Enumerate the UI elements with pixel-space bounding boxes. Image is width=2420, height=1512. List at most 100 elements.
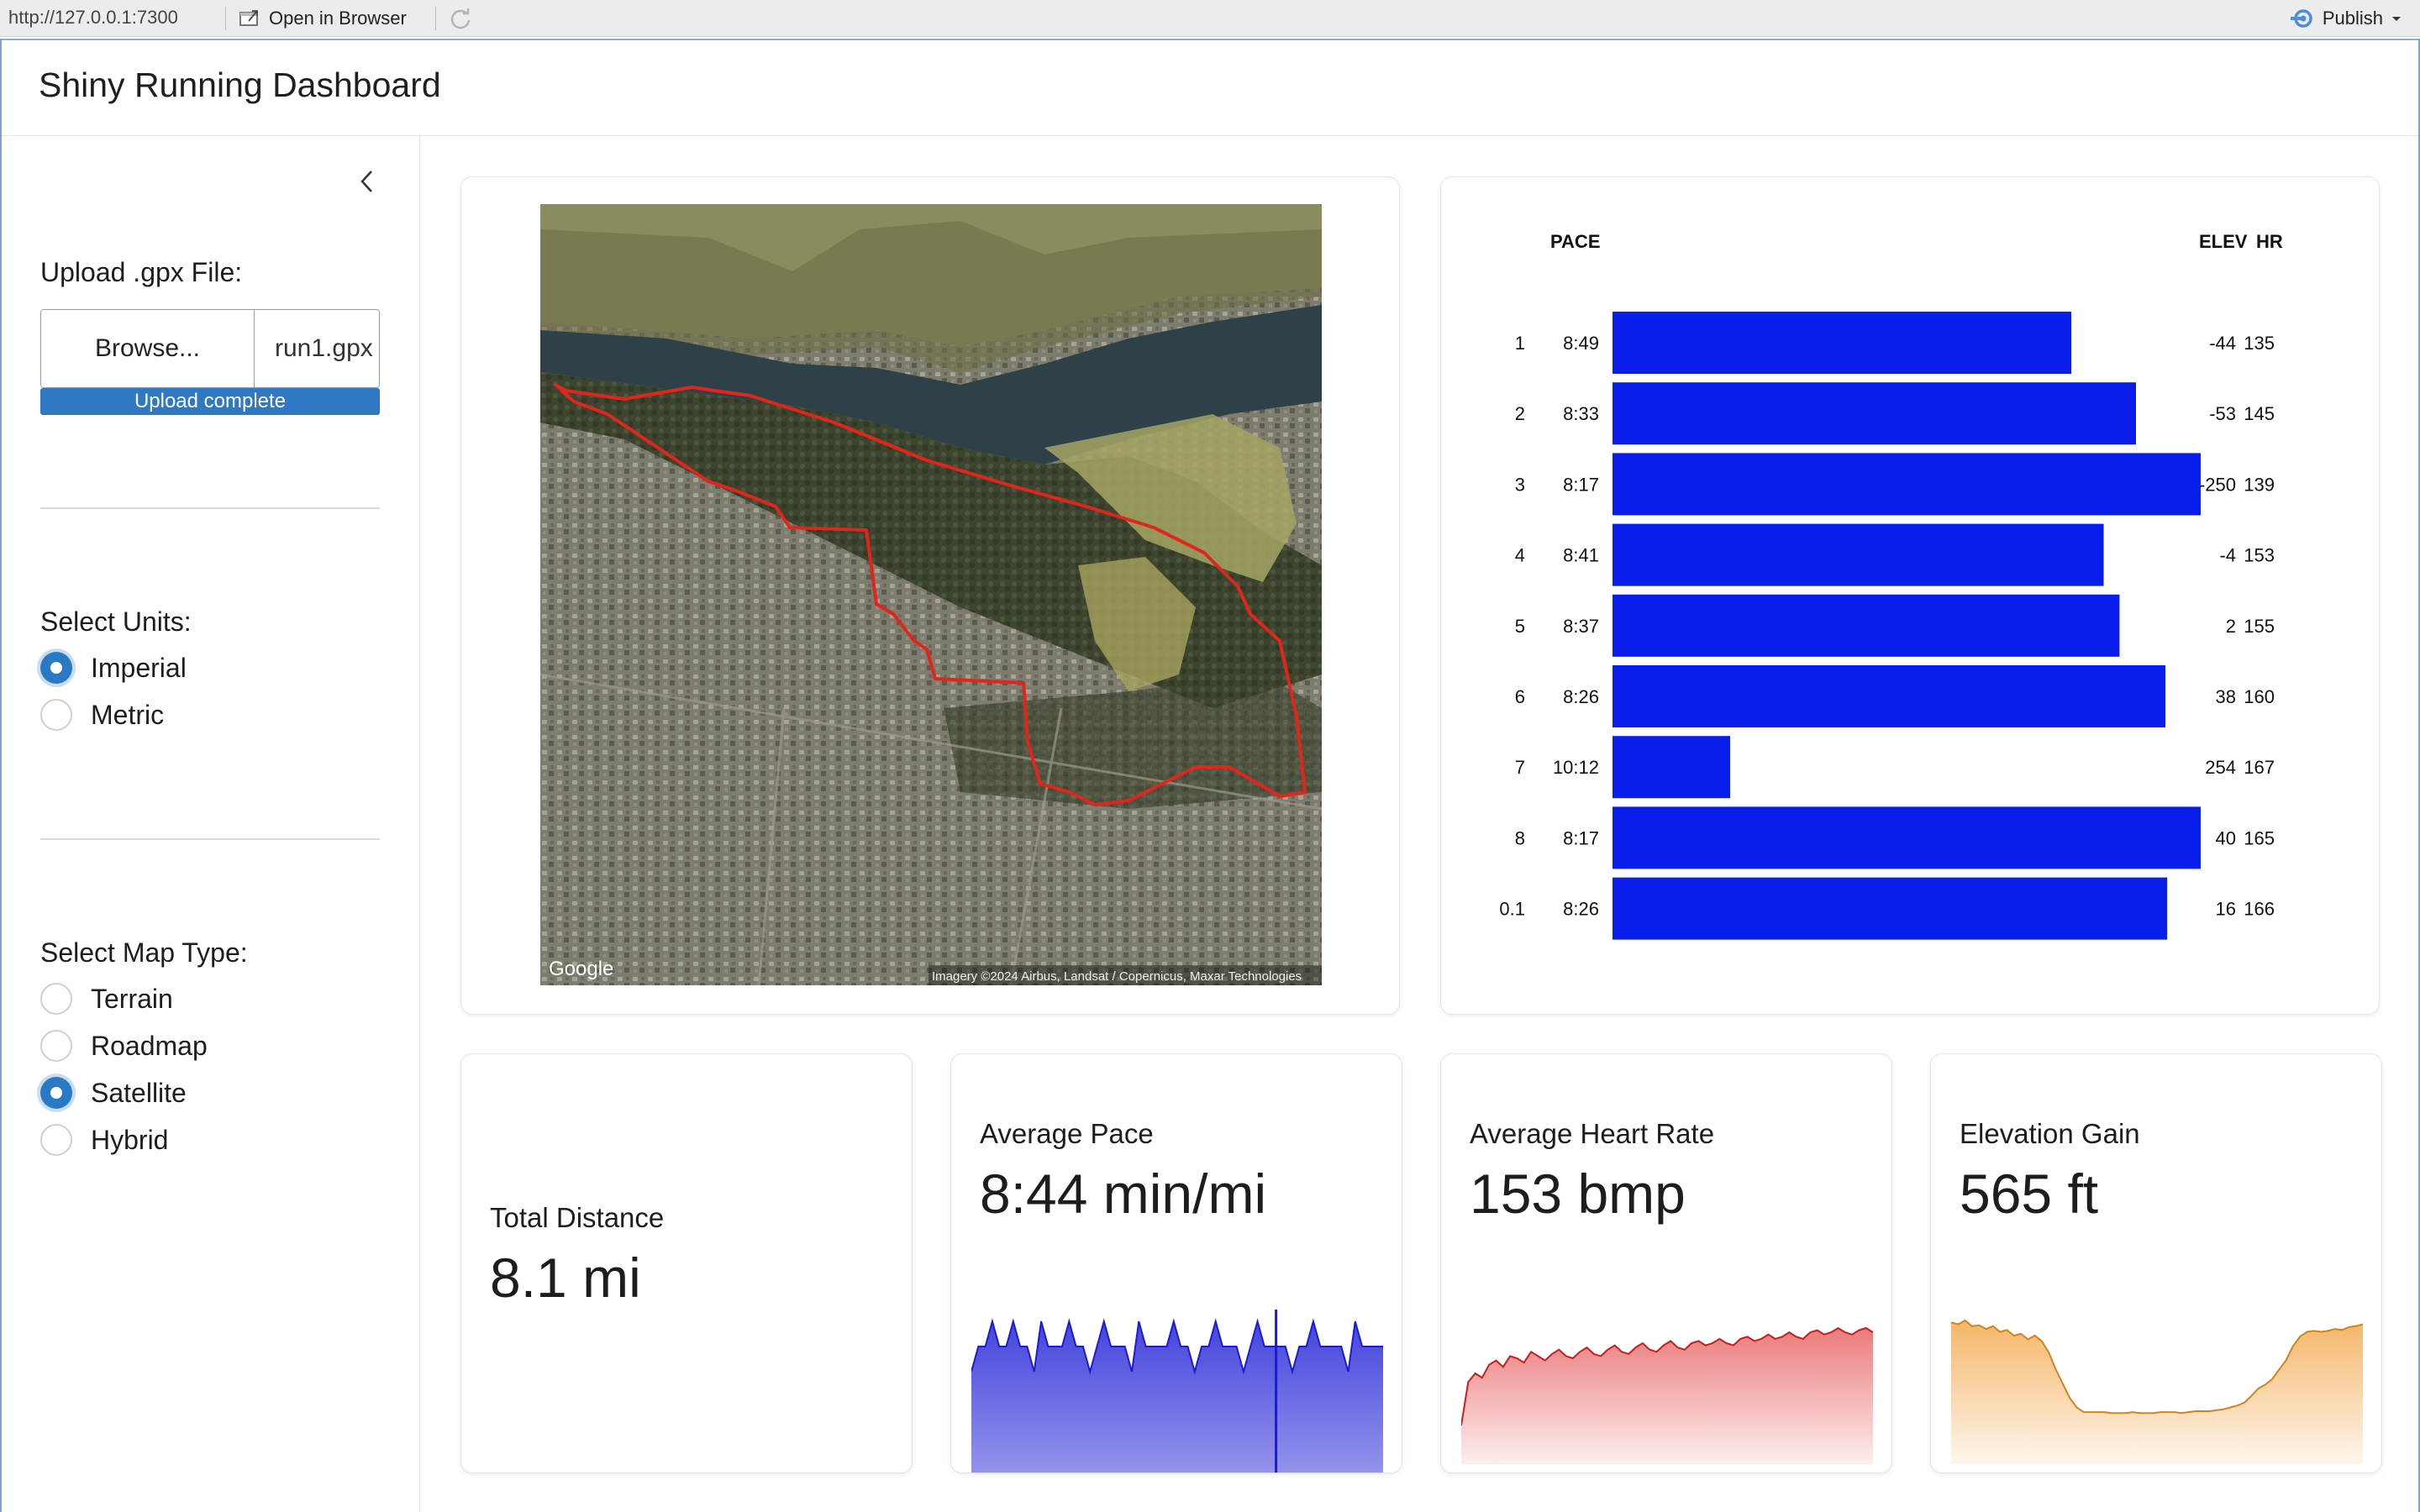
- radio-button[interactable]: [40, 699, 72, 731]
- split-elev-label: 254: [2205, 757, 2236, 778]
- satellite-map[interactable]: Google Imagery ©2024 Airbus, Landsat / C…: [540, 204, 1322, 985]
- split-bar: [1612, 806, 2201, 869]
- toolbar-divider: [435, 7, 436, 30]
- pace-sparkline: [971, 1310, 1383, 1473]
- split-bar: [1612, 382, 2136, 445]
- radio-label: Satellite: [91, 1077, 187, 1108]
- open-in-browser-button[interactable]: Open in Browser: [239, 5, 407, 32]
- file-name-field[interactable]: run1.gpx: [275, 334, 373, 362]
- publish-icon: [2290, 9, 2312, 28]
- split-hr-label: 155: [2244, 616, 2275, 637]
- split-hr-label: 139: [2244, 474, 2275, 495]
- stat-label: Elevation Gain: [1960, 1118, 2140, 1149]
- split-mile-label: 4: [1515, 545, 1525, 566]
- splits-chart-card: PACE ELEV HR 1 8:49 -44 135 2 8:33 -53 145 3 8:17…: [1440, 176, 2380, 1015]
- map-type-label: Select Map Type:: [40, 937, 248, 968]
- split-pace-label: 8:26: [1563, 899, 1599, 920]
- radio-imperial[interactable]: Imperial: [40, 652, 187, 684]
- browse-button[interactable]: Browse...: [41, 310, 255, 387]
- refresh-icon[interactable]: [447, 5, 474, 32]
- radio-terrain[interactable]: Terrain: [40, 983, 173, 1015]
- radio-satellite[interactable]: Satellite: [40, 1077, 187, 1109]
- upload-progress-text: Upload complete: [134, 390, 287, 412]
- stat-value: 565 ft: [1960, 1163, 2099, 1225]
- elevation-gain-card: Elevation Gain 565 ft: [1930, 1053, 2382, 1473]
- divider: [40, 838, 380, 840]
- file-input[interactable]: Browse... run1.gpx: [40, 309, 380, 388]
- split-pace-label: 10:12: [1553, 757, 1599, 778]
- radio-button-selected[interactable]: [40, 652, 72, 684]
- google-logo: Google: [549, 958, 613, 980]
- radio-label: Metric: [91, 699, 165, 730]
- split-bar: [1612, 594, 2120, 657]
- split-bar: [1612, 523, 2104, 586]
- split-pace-label: 8:49: [1563, 333, 1599, 354]
- stat-value: 153 bmp: [1470, 1163, 1686, 1225]
- radio-button[interactable]: [40, 1124, 72, 1156]
- split-bar: [1612, 453, 2201, 516]
- sparkline-line: [1951, 1319, 2363, 1415]
- radio-button-selected[interactable]: [40, 1077, 72, 1109]
- elevation-sparkline: [1951, 1319, 2363, 1464]
- radio-label: Imperial: [91, 652, 187, 683]
- average-pace-card: Average Pace 8:44 min/mi: [950, 1053, 1402, 1473]
- split-pace-label: 8:41: [1563, 545, 1599, 566]
- upload-label: Upload .gpx File:: [40, 257, 243, 287]
- split-mile-label: 7: [1515, 757, 1525, 778]
- app-header: Shiny Running Dashboard: [2, 40, 2418, 136]
- split-elev-label: 2: [2226, 616, 2236, 637]
- split-elev-label: 16: [2216, 899, 2236, 920]
- stat-value: 8.1 mi: [490, 1247, 641, 1309]
- stat-label: Total Distance: [490, 1202, 665, 1233]
- split-pace-label: 8:17: [1563, 827, 1599, 848]
- external-window-icon: [239, 10, 258, 26]
- stat-label: Average Heart Rate: [1470, 1118, 1715, 1149]
- sparkline-area: [971, 1321, 1383, 1473]
- url-display[interactable]: http://127.0.0.1:7300: [8, 7, 178, 28]
- split-elev-label: -44: [2209, 333, 2236, 354]
- split-mile-label: 5: [1515, 616, 1525, 637]
- toolbar-divider: [225, 7, 226, 30]
- split-hr-label: 167: [2244, 757, 2275, 778]
- radio-label: Roadmap: [91, 1030, 208, 1061]
- radio-hybrid[interactable]: Hybrid: [40, 1124, 168, 1156]
- split-hr-label: 166: [2244, 899, 2275, 920]
- pace-column-header: PACE: [1550, 231, 1601, 252]
- publish-label: Publish: [2322, 8, 2383, 29]
- split-hr-label: 153: [2244, 545, 2275, 566]
- split-mile-label: 2: [1515, 403, 1525, 424]
- split-bar: [1612, 665, 2165, 727]
- sidebar: Upload .gpx File: Browse... run1.gpx Upl…: [2, 136, 420, 1512]
- heart-rate-sparkline: [1461, 1326, 1873, 1464]
- chevron-down-icon[interactable]: [2390, 13, 2403, 24]
- radio-roadmap[interactable]: Roadmap: [40, 1030, 208, 1062]
- units-label: Select Units:: [40, 606, 192, 637]
- radio-label: Terrain: [91, 983, 173, 1014]
- divider: [40, 507, 380, 509]
- open-in-browser-label: Open in Browser: [269, 8, 407, 29]
- radio-button[interactable]: [40, 983, 72, 1015]
- sparkline-line: [1461, 1326, 1873, 1425]
- split-mile-label: 3: [1515, 474, 1525, 495]
- split-elev-label: 38: [2216, 686, 2236, 707]
- main-content: Google Imagery ©2024 Airbus, Landsat / C…: [420, 136, 2418, 1512]
- elev-column-header: ELEV: [2199, 231, 2248, 252]
- sparkline-line: [971, 1318, 1383, 1375]
- sparkline-area: [1951, 1320, 2363, 1464]
- stat-label: Average Pace: [980, 1118, 1154, 1149]
- chevron-left-icon[interactable]: [355, 166, 381, 197]
- split-pace-label: 8:26: [1563, 686, 1599, 707]
- split-mile-label: 0.1: [1499, 899, 1525, 920]
- radio-metric[interactable]: Metric: [40, 699, 164, 731]
- page-title: Shiny Running Dashboard: [39, 66, 441, 104]
- radio-button[interactable]: [40, 1030, 72, 1062]
- split-mile-label: 1: [1515, 333, 1525, 354]
- publish-button[interactable]: Publish: [2290, 5, 2403, 32]
- browser-toolbar: http://127.0.0.1:7300 Open in Browser Pu…: [0, 0, 2420, 37]
- split-bar: [1612, 312, 2071, 374]
- radio-label: Hybrid: [91, 1124, 169, 1155]
- upload-progress-bar: Upload complete: [40, 388, 380, 415]
- split-elev-label: -4: [2219, 545, 2236, 566]
- stat-value: 8:44 min/mi: [980, 1163, 1267, 1225]
- average-heart-rate-card: Average Heart Rate 153 bmp: [1440, 1053, 1892, 1473]
